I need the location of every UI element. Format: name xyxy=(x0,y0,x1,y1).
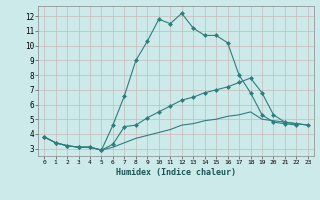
X-axis label: Humidex (Indice chaleur): Humidex (Indice chaleur) xyxy=(116,168,236,177)
